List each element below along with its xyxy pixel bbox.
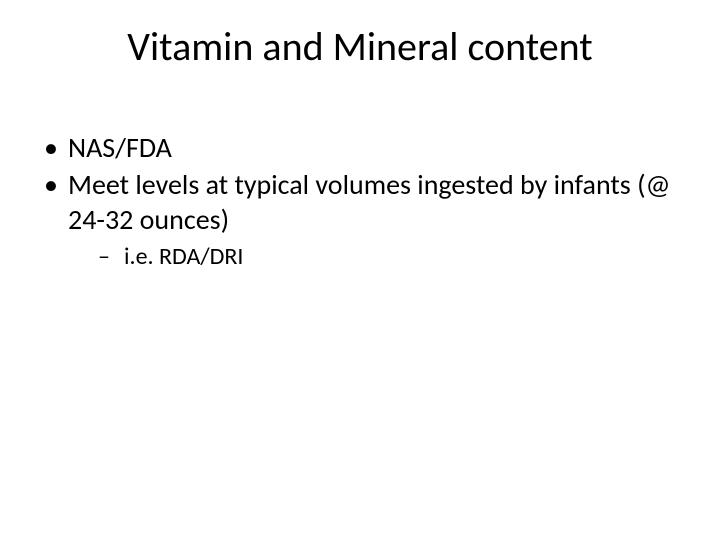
slide-title: Vitamin and Mineral content xyxy=(0,22,720,71)
sub-bullet-list: i.e. RDA/DRI xyxy=(68,241,680,272)
slide-content: NAS/FDA Meet levels at typical volumes i… xyxy=(40,130,680,274)
slide: Vitamin and Mineral content NAS/FDA Meet… xyxy=(0,0,720,540)
list-item: NAS/FDA xyxy=(40,130,680,165)
bullet-list: NAS/FDA Meet levels at typical volumes i… xyxy=(40,130,680,272)
bullet-text: Meet levels at typical volumes ingested … xyxy=(68,167,671,237)
sub-bullet-text: i.e. RDA/DRI xyxy=(124,242,243,271)
bullet-text: NAS/FDA xyxy=(68,130,172,165)
list-item: Meet levels at typical volumes ingested … xyxy=(40,167,680,272)
list-item: i.e. RDA/DRI xyxy=(68,241,680,272)
